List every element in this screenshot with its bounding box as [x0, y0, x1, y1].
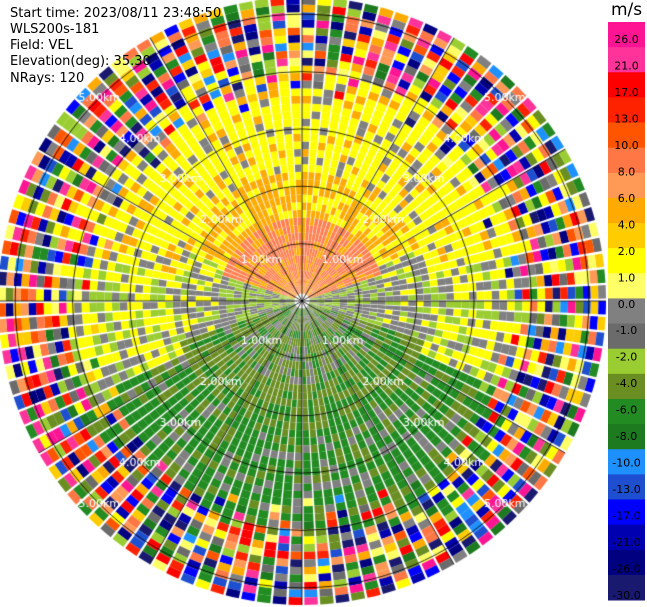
- elevation-label: Elevation(deg): 35.30: [10, 54, 151, 69]
- instrument-label: WLS200s-181: [10, 22, 100, 37]
- nrays-label: NRays: 120: [10, 71, 85, 86]
- start-time-label: Start time: 2023/08/11 23:48:50: [10, 6, 222, 21]
- colorbar-unit-label: m/s: [611, 0, 643, 20]
- field-label: Field: VEL: [10, 38, 73, 53]
